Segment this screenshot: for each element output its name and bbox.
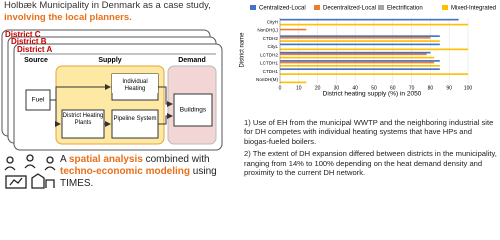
legend-label: Centralized-Local	[259, 6, 306, 12]
x-tick-label: 50	[371, 85, 377, 91]
bar	[280, 48, 468, 51]
arrow	[55, 100, 61, 127]
y-tick-label: CTDH2	[263, 36, 279, 41]
findings: 1) Use of EH from the municipal WWTP and…	[244, 118, 498, 180]
summary-text: spatial analysis	[68, 154, 143, 165]
y-tick-label: NonDH(L)	[257, 28, 278, 33]
icon	[4, 154, 56, 189]
bar	[280, 61, 435, 64]
intro-highlight: involving the local planners.	[4, 12, 132, 23]
summary-text: using TIMES.	[60, 166, 217, 189]
chart: District name District heating supply (%…	[240, 5, 496, 98]
bar	[280, 65, 440, 67]
x-tick-label: 100	[464, 85, 473, 91]
node-label: District Heating Plants	[62, 113, 104, 126]
intro-text: Holbæk Municipality in Denmark as a case…	[4, 0, 211, 11]
summary-text: combined with	[142, 154, 210, 165]
district-label: District A	[17, 45, 52, 54]
bar	[280, 68, 440, 70]
bar	[280, 53, 427, 56]
bar	[280, 56, 435, 59]
legend-swatch	[250, 5, 256, 10]
column-header: Demand	[178, 57, 206, 64]
bar	[280, 51, 431, 54]
x-axis-label: District heating supply (%) in 2050	[323, 91, 422, 98]
x-tick-label: 10	[296, 85, 302, 91]
x-tick-label: 40	[352, 85, 358, 91]
summary: A spatial analysis combined with techno-…	[60, 154, 230, 190]
finding: 1) Use of EH from the municipal WWTP and…	[244, 118, 494, 146]
finding: 2) The extent of DH expansion differed b…	[244, 149, 497, 178]
bar	[280, 73, 468, 75]
x-tick-label: 30	[334, 85, 340, 91]
node-wrap: Pipeline System	[113, 116, 157, 122]
bar	[280, 35, 440, 37]
node-label: Individual Heating	[112, 74, 158, 93]
node-label: Pipeline System	[113, 116, 157, 122]
column-header: Source	[24, 57, 48, 64]
y-axis-label: District name	[240, 32, 246, 68]
node-label: Buildings	[180, 107, 207, 114]
district-label: District B	[11, 37, 47, 46]
node	[61, 109, 105, 139]
legend-swatch	[378, 5, 384, 10]
arrow	[158, 113, 173, 125]
bar	[280, 40, 440, 42]
node	[173, 93, 213, 127]
bar	[280, 28, 307, 31]
legend-label: Mixed-Integrated	[451, 6, 496, 12]
page: {"intro": {"text": "Holbæk Municipality …	[1, 0, 498, 190]
summary-text: A	[60, 154, 69, 165]
legend-label: Decentralized-Local	[323, 6, 376, 12]
y-tick-label: CityH	[267, 19, 278, 24]
arrow	[158, 86, 173, 107]
y-tick-label: LCTDH2	[260, 52, 278, 57]
legend-label: Electrification	[387, 6, 423, 12]
bar	[280, 43, 440, 46]
x-tick-label: 90	[446, 85, 452, 91]
x-tick-label: 70	[409, 85, 415, 91]
node-label: Fuel	[32, 97, 45, 104]
y-tick-label: LCTDH1	[260, 61, 278, 66]
y-tick-label: CityL	[268, 44, 279, 49]
x-tick-label: 80	[428, 85, 434, 91]
x-tick-label: 20	[315, 85, 321, 91]
bar	[280, 81, 307, 84]
bar	[280, 18, 459, 21]
y-tick-label: NonDH(M)	[256, 77, 278, 82]
legend-swatch	[442, 5, 448, 10]
node-wrap: District Heating Plants	[62, 113, 104, 126]
arrow	[50, 84, 111, 101]
node	[111, 109, 159, 139]
intro: Holbæk Municipality in Denmark as a case…	[4, 0, 224, 24]
bar	[280, 36, 431, 39]
node-wrap: Individual Heating	[112, 74, 158, 93]
bar	[280, 23, 468, 26]
legend-swatch	[314, 5, 320, 10]
summary-text: techno-economic modeling	[60, 166, 191, 177]
district-label: District C	[5, 30, 41, 39]
diagram: District C District B District A Source …	[1, 29, 223, 151]
bar	[280, 60, 440, 62]
x-tick-label: 0	[279, 85, 282, 91]
column-header: Supply	[98, 57, 121, 64]
x-tick-label: 60	[390, 85, 396, 91]
y-tick-label: CTDH1	[263, 69, 279, 74]
